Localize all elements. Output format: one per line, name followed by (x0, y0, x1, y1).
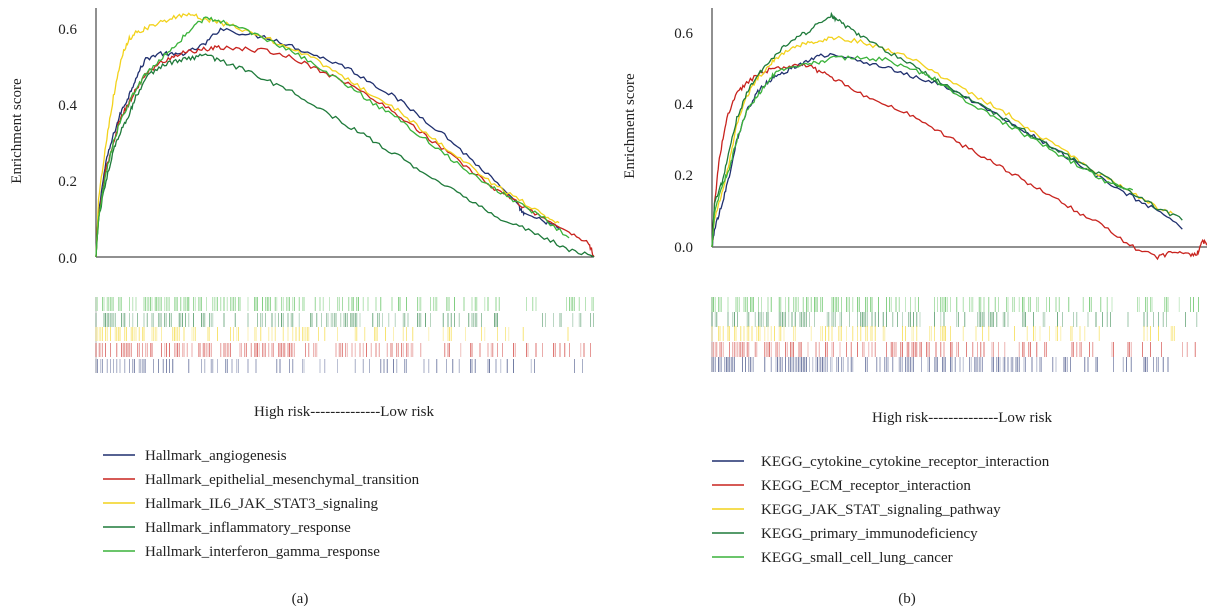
series-line-kegg-primary-immunodeficiency (711, 11, 1183, 248)
legend-label-hallmark-interferon-gamma-response: Hallmark_interferon_gamma_response (145, 544, 380, 560)
series-line-kegg-jak-stat-signaling-pathway (711, 35, 1173, 248)
panel-b-ytick-0: 0.0 (674, 240, 693, 256)
panel-b-label: (b) (898, 591, 916, 607)
series-line-kegg-cytokine-cytokine-receptor-interaction (711, 52, 1183, 248)
panel-a-ytick-1: 0.2 (58, 174, 77, 190)
legend-label-kegg-ecm-receptor-interaction: KEGG_ECM_receptor_interaction (761, 478, 971, 494)
panel-b-ytick-1: 0.2 (674, 168, 693, 184)
legend-label-kegg-cytokine-cytokine-receptor-interaction: KEGG_cytokine_cytokine_receptor_interact… (761, 454, 1050, 470)
legend-label-hallmark-angiogenesis: Hallmark_angiogenesis (145, 448, 287, 464)
panel-a-barcode (95, 297, 594, 373)
panel-b-xlabel: High risk--------------Low risk (872, 410, 1052, 426)
panel-b-y-ticks: 0.0 0.2 0.4 0.6 (674, 26, 693, 256)
panel-a-ytick-3: 0.6 (58, 22, 77, 38)
panel-a-y-ticks: 0.0 0.2 0.4 0.6 (58, 22, 77, 267)
panel-a-series-lines (95, 12, 595, 258)
series-line-kegg-small-cell-lung-cancer (711, 55, 1134, 248)
legend-label-hallmark-inflammatory-response: Hallmark_inflammatory_response (145, 520, 351, 536)
series-line-hallmark-interferon-gamma-response (95, 16, 570, 258)
legend-label-hallmark-il6-jak-stat3-signaling: Hallmark_IL6_JAK_STAT3_signaling (145, 496, 378, 512)
legend-label-kegg-small-cell-lung-cancer: KEGG_small_cell_lung_cancer (761, 550, 953, 566)
series-line-hallmark-il6-jak-stat3-signaling (95, 12, 560, 258)
series-line-hallmark-inflammatory-response (95, 53, 595, 258)
panel-b-ylabel: Enrichment score (622, 73, 638, 179)
panel-a: Enrichment score 0.0 0.2 0.4 0.6 High ri… (9, 8, 595, 607)
panel-a-legend: Hallmark_angiogenesis Hallmark_epithelial… (103, 448, 420, 560)
panel-a-ytick-0: 0.0 (58, 251, 77, 267)
panel-a-xlabel: High risk--------------Low risk (254, 404, 434, 420)
panel-b-ytick-2: 0.4 (674, 97, 693, 113)
panel-a-ytick-2: 0.4 (58, 98, 77, 114)
panel-b-series-lines (711, 11, 1207, 261)
legend-label-kegg-jak-stat-signaling-pathway: KEGG_JAK_STAT_signaling_pathway (761, 502, 1001, 518)
legend-label-hallmark-epithelial-mesenchymal-transition: Hallmark_epithelial_mesenchymal_transiti… (145, 472, 420, 488)
series-line-hallmark-epithelial-mesenchymal-transition (95, 44, 595, 258)
series-line-kegg-ecm-receptor-interaction (711, 63, 1207, 261)
panel-b-legend: KEGG_cytokine_cytokine_receptor_interact… (712, 454, 1050, 566)
panel-a-ylabel: Enrichment score (9, 78, 25, 184)
panel-b-barcode (711, 297, 1199, 372)
panel-a-label: (a) (292, 591, 309, 607)
series-line-hallmark-angiogenesis (95, 27, 560, 258)
panel-b: Enrichment score 0.0 0.2 0.4 0.6 High ri… (622, 8, 1207, 607)
panel-b-ytick-3: 0.6 (674, 26, 693, 42)
legend-label-kegg-primary-immunodeficiency: KEGG_primary_immunodeficiency (761, 526, 978, 542)
